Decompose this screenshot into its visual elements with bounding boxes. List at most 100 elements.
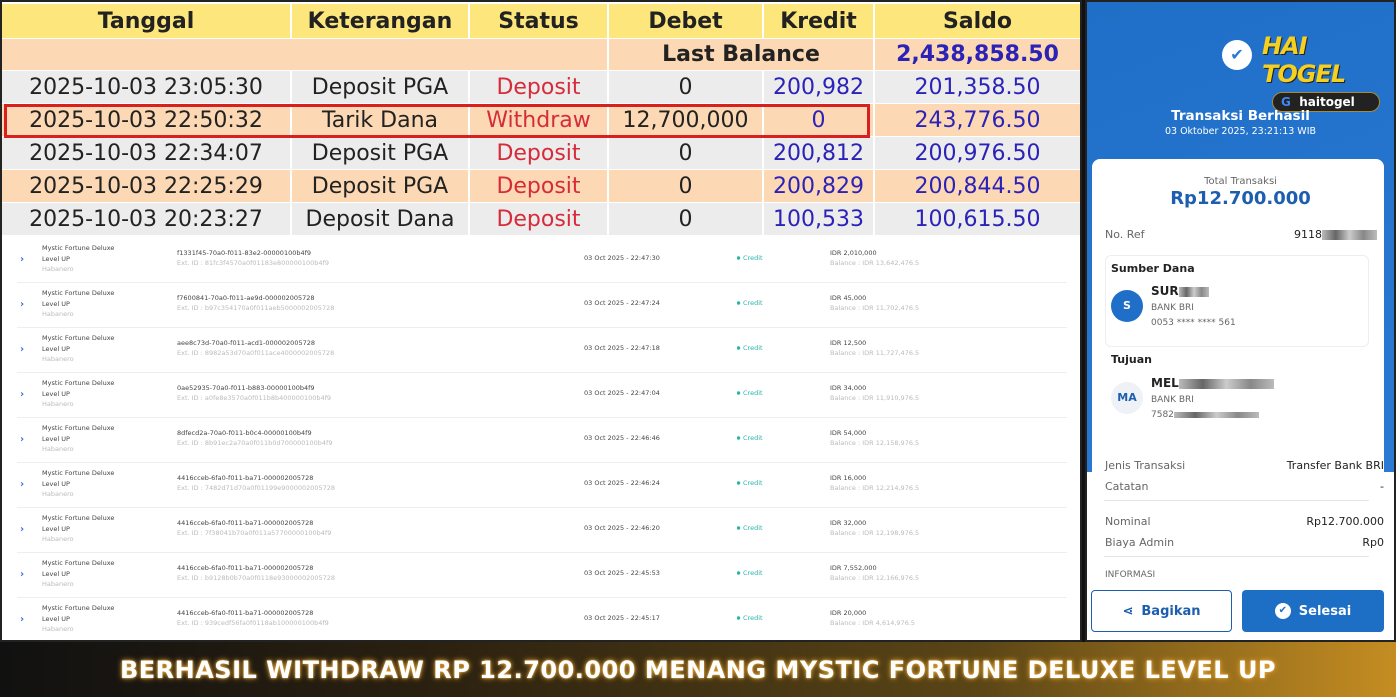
ref-value: 9118 [1294,228,1377,241]
source-name: SUR [1151,284,1209,298]
history-type: Credit [737,524,763,532]
table-row: 2025-10-03 22:25:29 Deposit PGA Deposit 0 20… [2,170,1080,202]
chevron-right-icon[interactable]: › [20,389,25,400]
dest-label: Tujuan [1111,353,1152,366]
history-provider: Habanero [42,400,74,408]
dest-account: 7582 [1151,410,1259,420]
history-game: Mystic Fortune Deluxe [42,289,115,297]
history-row[interactable]: › Mystic Fortune Deluxe Level UP Habanero 8d… [17,418,1067,463]
history-date: 03 Oct 2025 - 22:46:24 [584,479,660,487]
history-ext: Ext. ID : 8b91ec2a70a0f011b0d700000100b4… [177,439,333,447]
history-row[interactable]: › Mystic Fortune Deluxe Level UP Habanero 0a… [17,373,1067,418]
chevron-right-icon[interactable]: › [20,344,25,355]
success-check-icon: ✔ [1222,40,1252,70]
history-row[interactable]: › Mystic Fortune Deluxe Level UP Habanero 44… [17,598,1067,643]
history-amount: IDR 34,000 [830,384,867,392]
cell-status: Deposit [470,170,609,202]
history-ext: Ext. ID : 7482d71d70a0f01199e90000020057… [177,484,336,492]
history-date: 03 Oct 2025 - 22:47:30 [584,254,660,262]
history-row[interactable]: › Mystic Fortune Deluxe Level UP Habanero 44… [17,463,1067,508]
history-ext: Ext. ID : b9128b0b70a0f0118e930000020057… [177,574,336,582]
promo-banner: BERHASIL WITHDRAW RP 12.700.000 MENANG M… [0,642,1396,697]
history-balance: Balance : IDR 13,642,476.5 [830,259,920,267]
transfer-receipt-panel: ✔ HAI TOGEL G haitogel Transaksi Berhasi… [1085,0,1396,642]
cell-saldo: 201,358.50 [914,74,1041,100]
history-row[interactable]: › Mystic Fortune Deluxe Level UP Habanero f7… [17,283,1067,328]
done-button[interactable]: ✔ Selesai [1242,590,1384,632]
last-balance-label: Last Balance [609,39,875,70]
history-balance: Balance : IDR 12,198,976.5 [830,529,920,537]
cell-debet: 0 [609,71,764,103]
history-ext: Ext. ID : 81fc3f4570a0f01183e800000100b4… [177,259,329,267]
history-type: Credit [737,434,763,442]
history-game: Mystic Fortune Deluxe [42,604,115,612]
history-id: f7600841-70a0-f011-ae9d-000002005728 [177,294,315,302]
info-label: INFORMASI [1105,570,1156,578]
type-value: Transfer Bank BRI [1286,459,1384,472]
cell-keterangan: Deposit PGA [292,170,470,202]
history-date: 03 Oct 2025 - 22:46:46 [584,434,660,442]
left-panel: Tanggal Keterangan Status Debet Kredit S… [0,0,1082,643]
chevron-right-icon[interactable]: › [20,254,25,265]
google-search-badge: G haitogel [1272,92,1380,112]
cell-keterangan: Tarik Dana [292,104,470,136]
share-button[interactable]: ⋖ Bagikan [1091,590,1232,632]
history-level: Level UP [42,255,70,263]
chevron-right-icon[interactable]: › [20,524,25,535]
cell-tanggal: 2025-10-03 23:05:30 [2,71,292,103]
history-id: 0ae52935-70a0-f011-b883-00000100b4f9 [177,384,315,392]
cell-debet: 0 [609,170,764,202]
history-balance: Balance : IDR 11,727,476.5 [830,349,920,357]
history-amount: IDR 12,500 [830,339,867,347]
bank-mutation-table: Tanggal Keterangan Status Debet Kredit S… [2,2,1080,235]
history-row[interactable]: › Mystic Fortune Deluxe Level UP Habanero 44… [17,553,1067,598]
chevron-right-icon[interactable]: › [20,434,25,445]
header-saldo: Saldo [875,4,1080,38]
history-date: 03 Oct 2025 - 22:46:20 [584,524,660,532]
history-level: Level UP [42,570,70,578]
history-game: Mystic Fortune Deluxe [42,469,115,477]
history-id: 4416cceb-6fa0-f011-ba71-000002005728 [177,519,314,527]
chevron-right-icon[interactable]: › [20,569,25,580]
chevron-right-icon[interactable]: › [20,479,25,490]
history-date: 03 Oct 2025 - 22:47:18 [584,344,660,352]
history-balance: Balance : IDR 11,702,476.5 [830,304,920,312]
history-row[interactable]: › Mystic Fortune Deluxe Level UP Habanero 44… [17,508,1067,553]
cell-tanggal: 2025-10-03 22:25:29 [2,170,292,202]
header-status: Status [470,4,609,38]
cell-saldo: 200,976.50 [914,140,1041,166]
share-icon: ⋖ [1122,603,1134,619]
history-balance: Balance : IDR 12,166,976.5 [830,574,920,582]
history-date: 03 Oct 2025 - 22:47:04 [584,389,660,397]
cell-tanggal: 2025-10-03 22:50:32 [2,104,292,136]
check-circle-icon: ✔ [1274,603,1291,619]
history-id: 4416cceb-6fa0-f011-ba71-000002005728 [177,564,314,572]
history-row[interactable]: › Mystic Fortune Deluxe Level UP Habanero ae… [17,328,1067,373]
history-row[interactable]: › Mystic Fortune Deluxe Level UP Habanero f1… [17,238,1067,283]
history-id: 8dfecd2a-70a0-f011-b0c4-00000100b4f9 [177,429,312,437]
type-label: Jenis Transaksi [1105,459,1186,472]
history-game: Mystic Fortune Deluxe [42,334,115,342]
history-level: Level UP [42,300,70,308]
history-provider: Habanero [42,265,74,273]
history-game: Mystic Fortune Deluxe [42,559,115,567]
note-value: - [1380,480,1384,493]
dest-avatar: MA [1111,382,1143,414]
history-level: Level UP [42,345,70,353]
history-provider: Habanero [42,355,74,363]
history-amount: IDR 32,000 [830,519,867,527]
history-balance: Balance : IDR 12,158,976.5 [830,439,920,447]
chevron-right-icon[interactable]: › [20,299,25,310]
history-amount: IDR 16,000 [830,474,867,482]
chevron-right-icon[interactable]: › [20,614,25,625]
history-balance: Balance : IDR 4,614,976.5 [830,619,916,627]
header-kredit: Kredit [764,4,875,38]
history-level: Level UP [42,390,70,398]
history-amount: IDR 2,010,000 [830,249,877,257]
history-type: Credit [737,614,763,622]
cell-kredit: 200,812 [764,137,875,169]
history-type: Credit [737,569,763,577]
cell-status: Deposit [470,71,609,103]
source-bank: BANK BRI [1151,303,1194,313]
fee-value: Rp0 [1362,536,1384,549]
